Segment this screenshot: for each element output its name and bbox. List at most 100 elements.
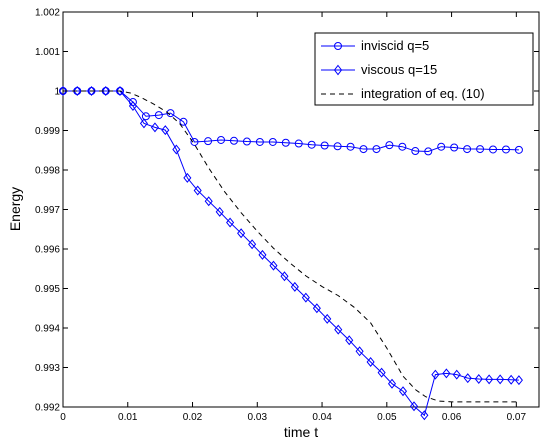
data-point: [193, 185, 202, 196]
data-point: [323, 313, 332, 324]
data-point: [115, 86, 125, 96]
data-point: [372, 145, 381, 154]
legend-label-integration: integration of eq. (10): [361, 86, 485, 101]
data-point: [452, 369, 461, 380]
data-point: [258, 249, 267, 260]
data-point: [333, 142, 342, 151]
y-axis-title: Energy: [7, 187, 23, 231]
data-point: [485, 374, 494, 385]
x-axis-title: time t: [284, 424, 318, 440]
data-point: [387, 378, 397, 389]
data-point: [128, 101, 137, 112]
data-point: [281, 138, 290, 147]
data-point: [248, 239, 257, 250]
data-point: [307, 140, 316, 149]
x-tick-label: 0.03: [248, 412, 268, 423]
y-tick-label: 0.996: [35, 245, 60, 256]
data-point: [366, 356, 375, 367]
data-point: [463, 373, 472, 384]
data-point: [301, 292, 310, 303]
data-point: [501, 145, 510, 154]
x-tick-label: 0.04: [312, 412, 332, 423]
data-point: [474, 373, 483, 384]
data-point: [463, 145, 472, 154]
data-point: [476, 145, 485, 154]
data-point: [409, 401, 419, 412]
y-tick-label: 0.993: [35, 363, 60, 374]
data-point: [280, 271, 289, 282]
legend-label-viscous: viscous q=15: [361, 62, 437, 77]
data-point: [290, 281, 299, 292]
x-tick-label: 0.06: [442, 412, 462, 423]
data-point: [514, 375, 523, 386]
data-point: [204, 196, 213, 207]
data-point: [424, 147, 433, 156]
data-point: [320, 141, 329, 150]
data-point: [294, 139, 303, 148]
y-tick-label: 1.002: [35, 8, 60, 19]
data-point: [496, 374, 505, 385]
data-point: [179, 117, 188, 126]
legend-marker-viscous: [333, 64, 343, 76]
data-point: [237, 228, 246, 239]
data-point: [489, 145, 498, 154]
data-point: [346, 142, 355, 151]
data-point: [450, 143, 459, 152]
legend-label-inviscid: inviscid q=5: [361, 38, 429, 53]
y-tick-label: 0.995: [35, 284, 60, 295]
data-point: [73, 86, 82, 96]
data-point: [507, 374, 516, 385]
data-point: [420, 410, 429, 421]
y-tick-label: 0.999: [35, 126, 60, 137]
legend: inviscid q=5 viscous q=15 integration of…: [314, 32, 534, 106]
data-point: [242, 137, 251, 146]
legend-marker-inviscid: [334, 42, 342, 50]
data-point: [398, 142, 407, 151]
y-tick-label: 0.998: [35, 166, 60, 177]
series-line: [63, 90, 519, 417]
x-tick-label: 0.02: [183, 412, 203, 423]
data-point: [514, 145, 523, 154]
data-point: [183, 172, 192, 183]
data-point: [355, 346, 364, 357]
x-tick-label: 0.05: [377, 412, 397, 423]
y-tick-label: 0.994: [35, 324, 60, 335]
data-point: [255, 137, 264, 146]
data-point: [229, 136, 238, 145]
x-tick-label: 0: [60, 412, 66, 423]
data-point: [359, 145, 368, 154]
y-tick-label: 1.001: [35, 47, 60, 58]
x-tick-label: 0.01: [118, 412, 138, 423]
data-point: [431, 369, 440, 380]
data-point: [442, 368, 451, 379]
axis-ticks: 0 0.01 0.02 0.03 0.04 0.05 0.06 0.07 0.992 0.993 0…: [35, 8, 539, 423]
data-point: [411, 147, 420, 156]
data-point: [101, 86, 110, 96]
data-point: [139, 118, 148, 129]
data-point: [269, 260, 278, 271]
data-point: [398, 386, 408, 397]
series-1: [58, 86, 523, 421]
data-point: [345, 335, 354, 346]
data-point: [215, 206, 224, 217]
data-point: [334, 324, 343, 335]
data-point: [141, 112, 150, 121]
data-point: [226, 217, 235, 228]
y-tick-label: 1: [54, 87, 60, 98]
data-point: [172, 144, 181, 155]
y-tick-label: 0.992: [35, 403, 60, 414]
data-point: [204, 137, 213, 146]
y-tick-label: 0.997: [35, 205, 60, 216]
data-point: [154, 111, 163, 120]
x-tick-label: 0.07: [507, 412, 527, 423]
data-point: [161, 125, 170, 136]
legend-box: [314, 32, 534, 106]
data-point: [377, 367, 386, 378]
data-point: [58, 86, 68, 96]
data-point: [312, 303, 321, 314]
data-point: [268, 137, 277, 146]
data-point: [166, 109, 175, 118]
data-point: [150, 122, 160, 133]
data-point: [87, 86, 96, 96]
